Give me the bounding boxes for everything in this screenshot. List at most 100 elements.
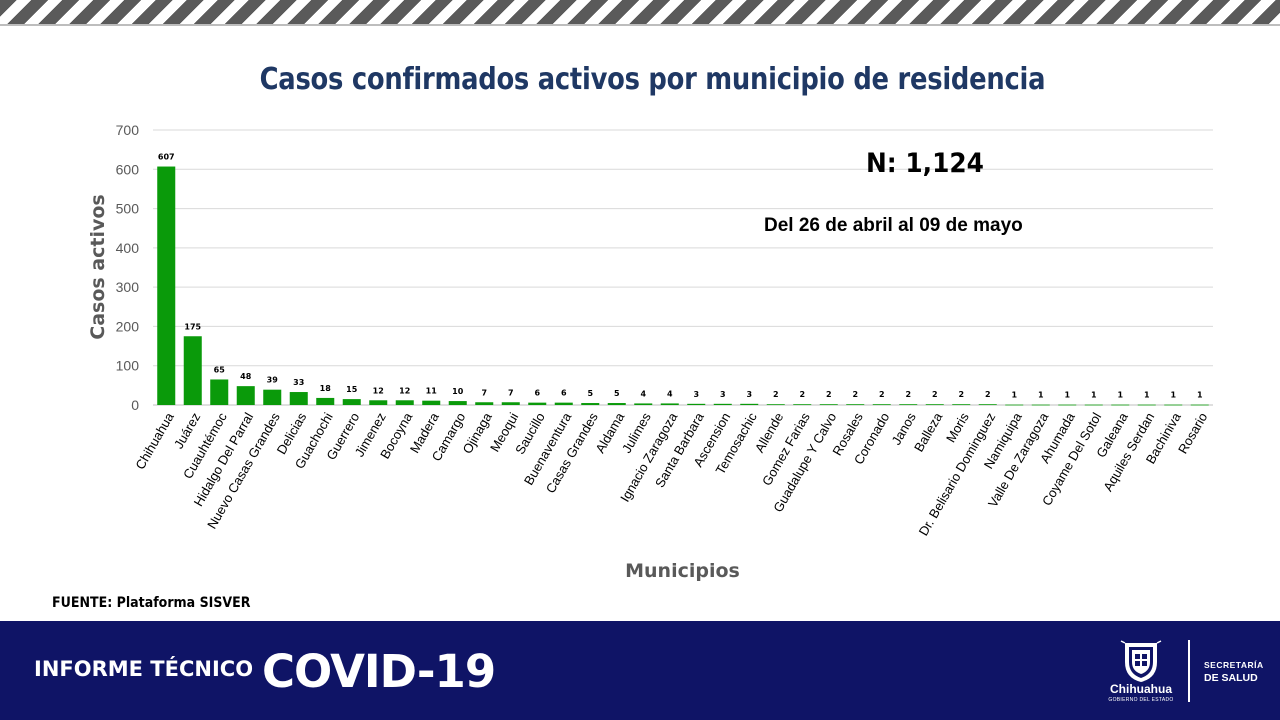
bar: [210, 379, 229, 405]
bar: [793, 404, 812, 406]
data-label: 12: [373, 386, 384, 395]
bar: [634, 403, 653, 405]
data-label: 3: [746, 390, 752, 399]
report-label: INFORME TÉCNICO: [34, 657, 254, 681]
data-label: 12: [399, 386, 410, 395]
data-label: 7: [508, 388, 514, 397]
department-line-1: SECRETARÍA: [1204, 660, 1264, 670]
bar: [872, 404, 891, 406]
data-label: 6: [561, 389, 567, 398]
bar: [448, 401, 467, 405]
bar: [1164, 404, 1183, 406]
report-topic: COVID-19: [262, 645, 496, 698]
data-label: 11: [426, 387, 438, 396]
data-label: 1: [1064, 391, 1070, 400]
bar: [1084, 404, 1103, 406]
bar: [952, 404, 971, 406]
data-label: 4: [640, 389, 646, 398]
data-label: 1: [1011, 391, 1017, 400]
bar: [501, 402, 520, 405]
data-label: 175: [184, 322, 201, 331]
bar: [819, 404, 838, 406]
y-tick-label: 200: [116, 318, 140, 334]
bar: [1137, 404, 1156, 406]
bar: [236, 386, 255, 405]
bar: [660, 403, 679, 405]
bar: [422, 400, 441, 405]
x-tick-label: Chihuahua: [132, 409, 177, 472]
data-label: 2: [773, 390, 779, 399]
bar: [342, 399, 361, 405]
data-label: 2: [852, 390, 858, 399]
data-label: 2: [932, 390, 938, 399]
data-label: 607: [158, 153, 175, 162]
bar: [899, 404, 918, 406]
bar: [183, 336, 202, 405]
data-label: 5: [587, 389, 593, 398]
data-label: 2: [799, 390, 805, 399]
y-tick-label: 700: [116, 122, 140, 138]
bar: [1111, 404, 1130, 406]
y-axis-ticks: 0 100 200 300 400 500 600 700: [116, 122, 140, 413]
bar: [289, 392, 308, 405]
data-label: 18: [320, 384, 332, 393]
data-label: 15: [346, 385, 358, 394]
x-axis-label: Municipios: [625, 560, 740, 582]
department-label: SECRETARÍA DE SALUD: [1204, 659, 1264, 685]
y-tick-label: 0: [131, 397, 139, 413]
data-label: 48: [240, 372, 252, 381]
gridlines: [153, 129, 1213, 406]
y-axis-label: Casos activos: [87, 194, 109, 340]
bar: [713, 403, 732, 405]
bar: [581, 403, 600, 405]
data-label: 65: [214, 365, 226, 374]
bar: [369, 400, 388, 405]
state-logo-subtitle: GOBIERNO DEL ESTADO: [1108, 697, 1174, 703]
state-shield-icon: [1104, 640, 1178, 704]
bar: [1005, 404, 1024, 406]
data-label: 6: [534, 389, 540, 398]
data-label: 1: [1170, 391, 1176, 400]
y-tick-label: 600: [116, 161, 140, 177]
state-logo-name: Chihuahua: [1110, 682, 1172, 696]
data-label: 2: [985, 390, 991, 399]
data-label: 1: [1091, 391, 1097, 400]
data-label: 3: [693, 390, 699, 399]
data-label: 3: [720, 390, 726, 399]
bar: [978, 404, 997, 406]
data-label: 2: [905, 390, 911, 399]
y-tick-label: 400: [116, 240, 140, 256]
bar: [925, 404, 944, 406]
bar: [607, 403, 626, 405]
chart-title: Casos confirmados activos por municipio …: [259, 62, 1046, 97]
bar: [316, 397, 335, 405]
data-label: 1: [1117, 391, 1123, 400]
bar: [1031, 404, 1050, 406]
date-range-label: Del 26 de abril al 09 de mayo: [764, 215, 1023, 236]
data-label: 39: [267, 376, 279, 385]
bar: [528, 402, 547, 405]
bar: [263, 389, 282, 405]
hazard-stripe-banner: [0, 0, 1280, 26]
data-label: 1: [1038, 391, 1044, 400]
footer-divider: [1188, 640, 1190, 702]
bar: [687, 403, 706, 405]
y-tick-label: 500: [116, 201, 140, 217]
data-label: 33: [293, 378, 304, 387]
bars: [157, 166, 1209, 406]
banner-divider: [0, 24, 1280, 26]
data-label: 2: [879, 390, 885, 399]
bar: [475, 402, 494, 405]
data-label: 2: [958, 390, 964, 399]
bar: [766, 404, 785, 406]
bar: [554, 402, 573, 405]
bar: [740, 403, 759, 405]
data-label: 1: [1197, 391, 1203, 400]
data-label: 1: [1144, 391, 1150, 400]
total-cases-label: N: 1,124: [866, 148, 984, 179]
data-label: 7: [481, 388, 487, 397]
bar: [157, 166, 176, 405]
source-note: FUENTE: Plataforma SISVER: [52, 595, 251, 611]
